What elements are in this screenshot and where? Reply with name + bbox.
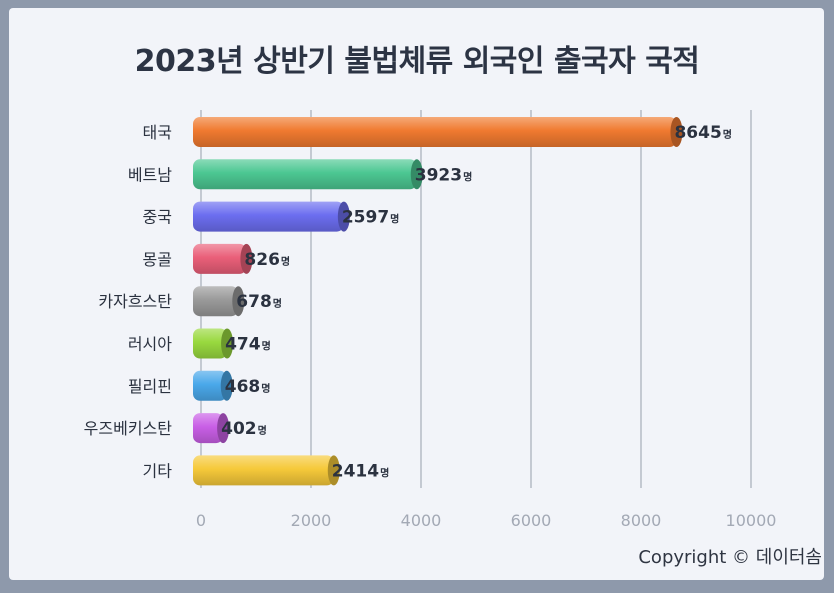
copyright-text: Copyright © 데이터솜 <box>638 547 822 568</box>
category-label: 중국 <box>143 208 172 227</box>
category-label: 베트남 <box>128 165 172 184</box>
bar-end-cap <box>410 159 423 190</box>
value-label: 2414명 <box>332 461 390 481</box>
bar-1 <box>193 159 417 190</box>
category-label: 카자흐스탄 <box>98 292 172 311</box>
category-label: 기타 <box>143 461 173 480</box>
category-label: 몽골 <box>143 250 172 269</box>
value-label: 474명 <box>225 335 271 355</box>
value-label: 678명 <box>236 292 282 312</box>
chart-title: 2023년 상반기 불법체류 외국인 출국자 국적 <box>134 44 700 79</box>
value-label: 402명 <box>221 419 267 439</box>
bar-6 <box>193 370 227 401</box>
bar-2 <box>193 201 344 232</box>
x-tick-label: 0 <box>196 511 206 530</box>
bar-8 <box>193 455 334 486</box>
bar-7 <box>193 413 224 444</box>
chart-card <box>9 8 824 580</box>
x-tick-label: 4000 <box>401 511 442 530</box>
bar-end-cap <box>327 455 340 486</box>
bar-end-cap <box>220 370 233 401</box>
category-label: 우즈베키스탄 <box>84 419 173 438</box>
value-label: 468명 <box>225 377 271 397</box>
bar-4 <box>193 286 239 317</box>
bar-0 <box>193 117 677 147</box>
value-label: 3923명 <box>415 165 473 185</box>
bar-end-cap <box>670 117 683 147</box>
x-tick-label: 6000 <box>511 511 552 530</box>
value-label: 8645명 <box>674 123 732 143</box>
category-label: 필리핀 <box>128 377 172 396</box>
category-label: 태국 <box>143 123 172 142</box>
x-tick-label: 8000 <box>621 511 662 530</box>
category-label: 러시아 <box>128 335 172 354</box>
bar-end-cap <box>221 328 234 359</box>
bar-end-cap <box>232 286 245 317</box>
bar-3 <box>193 243 247 274</box>
bar-end-cap <box>217 413 230 444</box>
x-tick-label: 10000 <box>726 511 777 530</box>
bar-5 <box>193 328 228 359</box>
x-tick-label: 2000 <box>291 511 332 530</box>
bar-end-cap <box>240 243 253 274</box>
value-label: 826명 <box>244 250 290 270</box>
value-label: 2597명 <box>342 208 400 228</box>
bar-end-cap <box>337 201 350 232</box>
